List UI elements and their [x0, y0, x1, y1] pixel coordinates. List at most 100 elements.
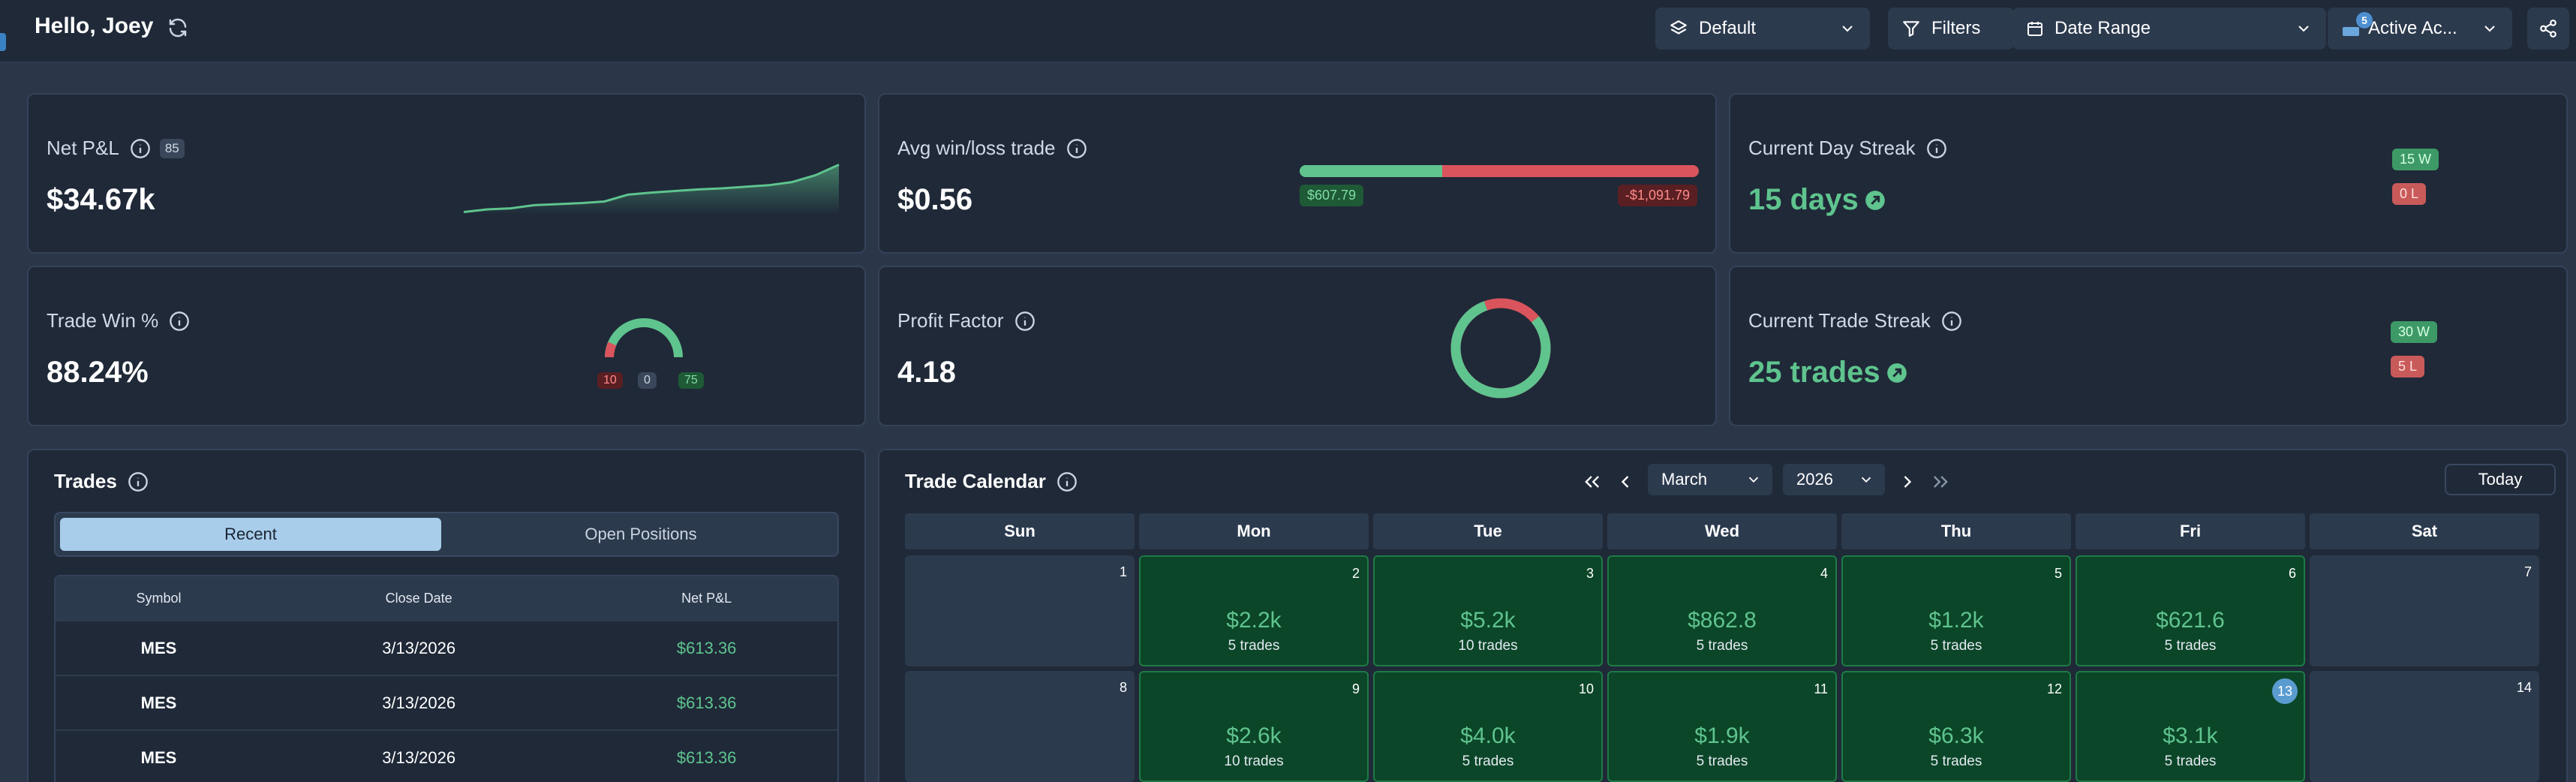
day-pnl: $862.8: [1688, 608, 1757, 633]
info-icon[interactable]: [1066, 138, 1087, 159]
sidebar-toggle[interactable]: [0, 33, 6, 51]
share-button[interactable]: [2527, 8, 2569, 50]
cell-symbol: MES: [140, 693, 177, 712]
trades-tab-switcher: Recent Open Positions: [54, 512, 839, 557]
calendar-day-cell[interactable]: 14: [2310, 671, 2539, 782]
gauge-win-arc: [605, 318, 683, 358]
tab-recent[interactable]: Recent: [60, 518, 441, 551]
gauge-breakeven-count: 0: [638, 372, 657, 389]
calendar-day-cell[interactable]: 6 $621.6 5 trades: [2076, 555, 2305, 666]
cell-symbol: MES: [140, 638, 177, 657]
month-select[interactable]: March: [1648, 464, 1772, 495]
chevron-down-icon: [2298, 26, 2309, 32]
info-icon[interactable]: [1014, 311, 1036, 332]
weekday-header-mon: Mon: [1139, 513, 1369, 549]
trade-count-badge: 85: [159, 138, 185, 158]
tab-open-positions[interactable]: Open Positions: [585, 525, 697, 543]
calendar-day-cell[interactable]: 8: [905, 671, 1135, 782]
layout-select[interactable]: Default: [1655, 8, 1870, 50]
day-number: 1: [1119, 564, 1127, 579]
info-icon[interactable]: [1941, 311, 1962, 332]
info-icon[interactable]: [1926, 138, 1947, 159]
table-row[interactable]: MES 3/13/2026 $613.36: [56, 620, 837, 675]
day-number: 10: [1578, 681, 1594, 696]
calendar-day-cell[interactable]: 1: [905, 555, 1135, 666]
net-pnl-sparkline: [463, 164, 840, 215]
table-row[interactable]: MES 3/13/2026 $613.36: [56, 675, 837, 729]
chevron-right-icon[interactable]: [1897, 471, 1918, 492]
trade-win-title-row: Trade Win %: [47, 309, 190, 332]
weekday-header-fri: Fri: [2076, 513, 2305, 549]
calendar-day-cell[interactable]: 12 $6.3k 5 trades: [1841, 671, 2071, 782]
chevrons-right-icon[interactable]: [1930, 471, 1951, 492]
column-header-symbol[interactable]: Symbol: [136, 590, 182, 606]
info-icon[interactable]: [128, 471, 149, 492]
profit-factor-title-row: Profit Factor: [897, 309, 1036, 332]
calendar-day-cell[interactable]: 11 $1.9k 5 trades: [1607, 671, 1837, 782]
date-range-select[interactable]: Date Range: [2012, 8, 2326, 50]
trade-streak-value-row: 25 trades: [1748, 356, 1907, 389]
chevron-down-icon: [1748, 477, 1759, 483]
day-pnl: $6.3k: [1928, 723, 1984, 748]
table-row[interactable]: MES 3/13/2026 $613.36: [56, 729, 837, 782]
day-pnl: $3.1k: [2163, 723, 2218, 748]
day-trade-count: 5 trades: [1228, 638, 1280, 654]
trade-win-card: Trade Win % 88.24% 10 0 75: [27, 266, 866, 426]
trade-streak-losses-badge: 5 L: [2391, 356, 2425, 377]
date-range-label: Date Range: [2054, 18, 2151, 38]
day-streak-title-row: Current Day Streak: [1748, 137, 1947, 160]
refresh-icon[interactable]: [167, 17, 189, 39]
avg-win-segment: [1300, 165, 1443, 177]
calendar-day-cell[interactable]: 7: [2310, 555, 2539, 666]
share-icon: [2540, 20, 2556, 38]
column-header-close-date[interactable]: Close Date: [385, 590, 452, 606]
year-select[interactable]: 2026: [1783, 464, 1885, 495]
calendar-day-cell[interactable]: 9 $2.6k 10 trades: [1139, 671, 1369, 782]
today-button[interactable]: Today: [2445, 464, 2556, 495]
weekday-header-tue: Tue: [1373, 513, 1603, 549]
top-bar: Hello, Joey Default Filters Date Range 5…: [0, 0, 2576, 63]
filters-button[interactable]: Filters: [1888, 8, 2014, 50]
weekday-header-sat: Sat: [2310, 513, 2539, 549]
chevrons-left-icon[interactable]: [1582, 471, 1603, 492]
day-trade-count: 5 trades: [1930, 638, 1982, 654]
day-pnl: $1.9k: [1694, 723, 1750, 748]
accounts-icon: [2343, 27, 2359, 36]
calendar-day-cell[interactable]: 3 $5.2k 10 trades: [1373, 555, 1603, 666]
day-pnl: $1.2k: [1928, 608, 1984, 633]
info-icon[interactable]: [1057, 471, 1078, 492]
account-select[interactable]: 5 Active Ac...: [2328, 8, 2512, 50]
year-select-label: 2026: [1796, 470, 1833, 489]
column-header-net-pnl[interactable]: Net P&L: [681, 590, 732, 606]
info-icon[interactable]: [169, 311, 190, 332]
day-trade-count: 10 trades: [1458, 638, 1518, 654]
day-number: 8: [1119, 680, 1127, 695]
calendar-day-cell[interactable]: 10 $4.0k 5 trades: [1373, 671, 1603, 782]
cell-close-date: 3/13/2026: [382, 747, 456, 767]
sparkline-area: [464, 164, 839, 215]
calendar-day-cell[interactable]: 13 $3.1k 5 trades: [2076, 671, 2305, 782]
info-icon[interactable]: [130, 138, 151, 159]
calendar-day-cell[interactable]: 5 $1.2k 5 trades: [1841, 555, 2071, 666]
profit-factor-value: 4.18: [897, 356, 956, 389]
day-number: 7: [2523, 564, 2532, 579]
layers-icon: [1670, 20, 1687, 35]
gauge-loss-count: 10: [597, 372, 623, 389]
profit-factor-card: Profit Factor 4.18: [878, 266, 1717, 426]
day-number: 2: [1351, 566, 1360, 581]
month-select-label: March: [1661, 470, 1708, 489]
calendar-day-cell[interactable]: 4 $862.8 5 trades: [1607, 555, 1837, 666]
calendar-day-cell[interactable]: 2 $2.2k 5 trades: [1139, 555, 1369, 666]
day-streak-value: 15 days: [1748, 183, 1859, 216]
trade-streak-value: 25 trades: [1748, 356, 1880, 389]
trade-win-value: 88.24%: [47, 356, 149, 389]
cell-close-date: 3/13/2026: [382, 638, 456, 657]
day-trade-count: 5 trades: [1696, 638, 1748, 654]
arrow-up-right-icon: [1865, 190, 1885, 210]
chevron-left-icon[interactable]: [1615, 471, 1636, 492]
trades-table: Symbol Close Date Net P&L MES 3/13/2026 …: [54, 575, 839, 782]
filter-icon: [1903, 21, 1919, 37]
trade-win-title: Trade Win %: [47, 309, 159, 332]
avg-loss-segment: [1442, 165, 1699, 177]
account-label: Active Ac...: [2368, 18, 2457, 38]
